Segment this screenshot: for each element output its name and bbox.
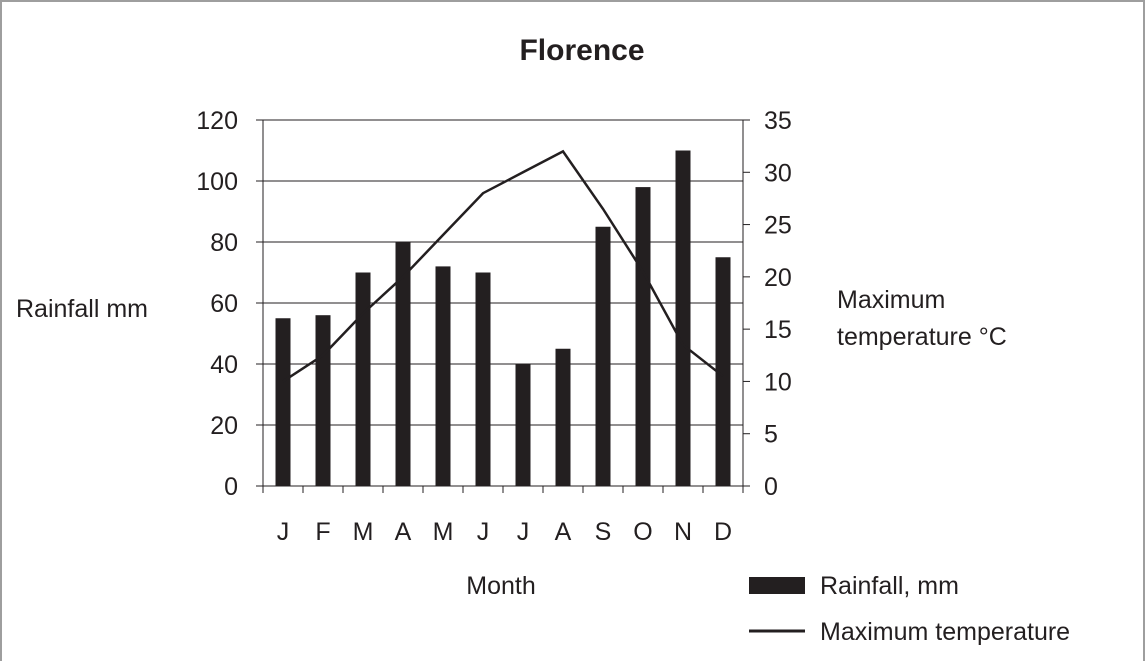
y2-tick-label: 35: [764, 107, 792, 135]
x-tick-label: J: [277, 518, 290, 546]
x-tick-label: O: [633, 518, 652, 546]
gridlines: [263, 119, 743, 426]
rainfall-bar: [395, 242, 411, 486]
x-tick-label: J: [517, 518, 530, 546]
legend-label-rainfall: Rainfall, mm: [820, 572, 959, 600]
x-tick-label: D: [714, 518, 732, 546]
y2-axis-label-line-2: temperature °C: [837, 323, 1007, 351]
x-tick-label: J: [477, 518, 490, 546]
x-tick-label: M: [353, 518, 374, 546]
y-axis-label: Rainfall mm: [16, 295, 148, 323]
rainfall-bar: [595, 226, 611, 486]
legend: Rainfall, mm Maximum temperature: [749, 572, 1070, 646]
x-tick-label: N: [674, 518, 692, 546]
y-tick-label: 0: [224, 473, 238, 501]
x-tick-label: F: [315, 518, 330, 546]
rainfall-bar: [435, 266, 451, 486]
y-tick-label: 80: [210, 229, 238, 257]
y-tick-label: 100: [196, 168, 238, 196]
rainfall-bars: [275, 150, 731, 486]
rainfall-bar: [355, 272, 371, 486]
y2-tick-label: 30: [764, 159, 792, 187]
rainfall-bar: [515, 364, 531, 486]
rainfall-bar: [555, 348, 571, 486]
rainfall-bar: [675, 150, 691, 486]
chart-title: Florence: [519, 34, 644, 67]
rainfall-bar: [275, 318, 291, 486]
legend-label-temperature: Maximum temperature: [820, 618, 1070, 646]
x-tick-label: A: [395, 518, 412, 546]
y2-tick-label: 20: [764, 264, 792, 292]
y2-tick-label: 15: [764, 316, 792, 344]
y2-tick-label: 0: [764, 473, 778, 501]
y-tick-label: 60: [210, 290, 238, 318]
x-tick-label: M: [433, 518, 454, 546]
x-tick-label: A: [555, 518, 572, 546]
y2-tick-label: 10: [764, 368, 792, 396]
y2-axis-label-line-1: Maximum: [837, 286, 945, 314]
legend-swatch-rainfall: [749, 577, 805, 594]
rainfall-bar: [715, 257, 731, 486]
temperature-line-group: [282, 149, 724, 383]
y-tick-label: 20: [210, 412, 238, 440]
y2-tick-label: 25: [764, 212, 792, 240]
rainfall-bar: [475, 272, 491, 486]
x-axis-label: Month: [466, 572, 535, 600]
temperature-line: [282, 149, 724, 383]
rainfall-bar: [315, 315, 331, 486]
y-tick-label: 40: [210, 351, 238, 379]
y-tick-label: 120: [196, 107, 238, 135]
rainfall-bar: [635, 187, 651, 486]
y2-tick-label: 5: [764, 421, 778, 449]
x-tick-label: S: [595, 518, 612, 546]
